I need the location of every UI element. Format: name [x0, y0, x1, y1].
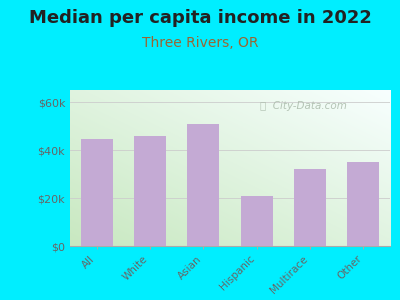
Bar: [347, 162, 379, 246]
Text: ⓘ  City-Data.com: ⓘ City-Data.com: [260, 101, 347, 111]
Bar: [294, 169, 326, 246]
Bar: [81, 139, 113, 246]
Text: Median per capita income in 2022: Median per capita income in 2022: [28, 9, 372, 27]
Bar: [241, 196, 273, 246]
Bar: [187, 124, 219, 246]
Bar: [134, 136, 166, 246]
Text: Three Rivers, OR: Three Rivers, OR: [142, 36, 258, 50]
